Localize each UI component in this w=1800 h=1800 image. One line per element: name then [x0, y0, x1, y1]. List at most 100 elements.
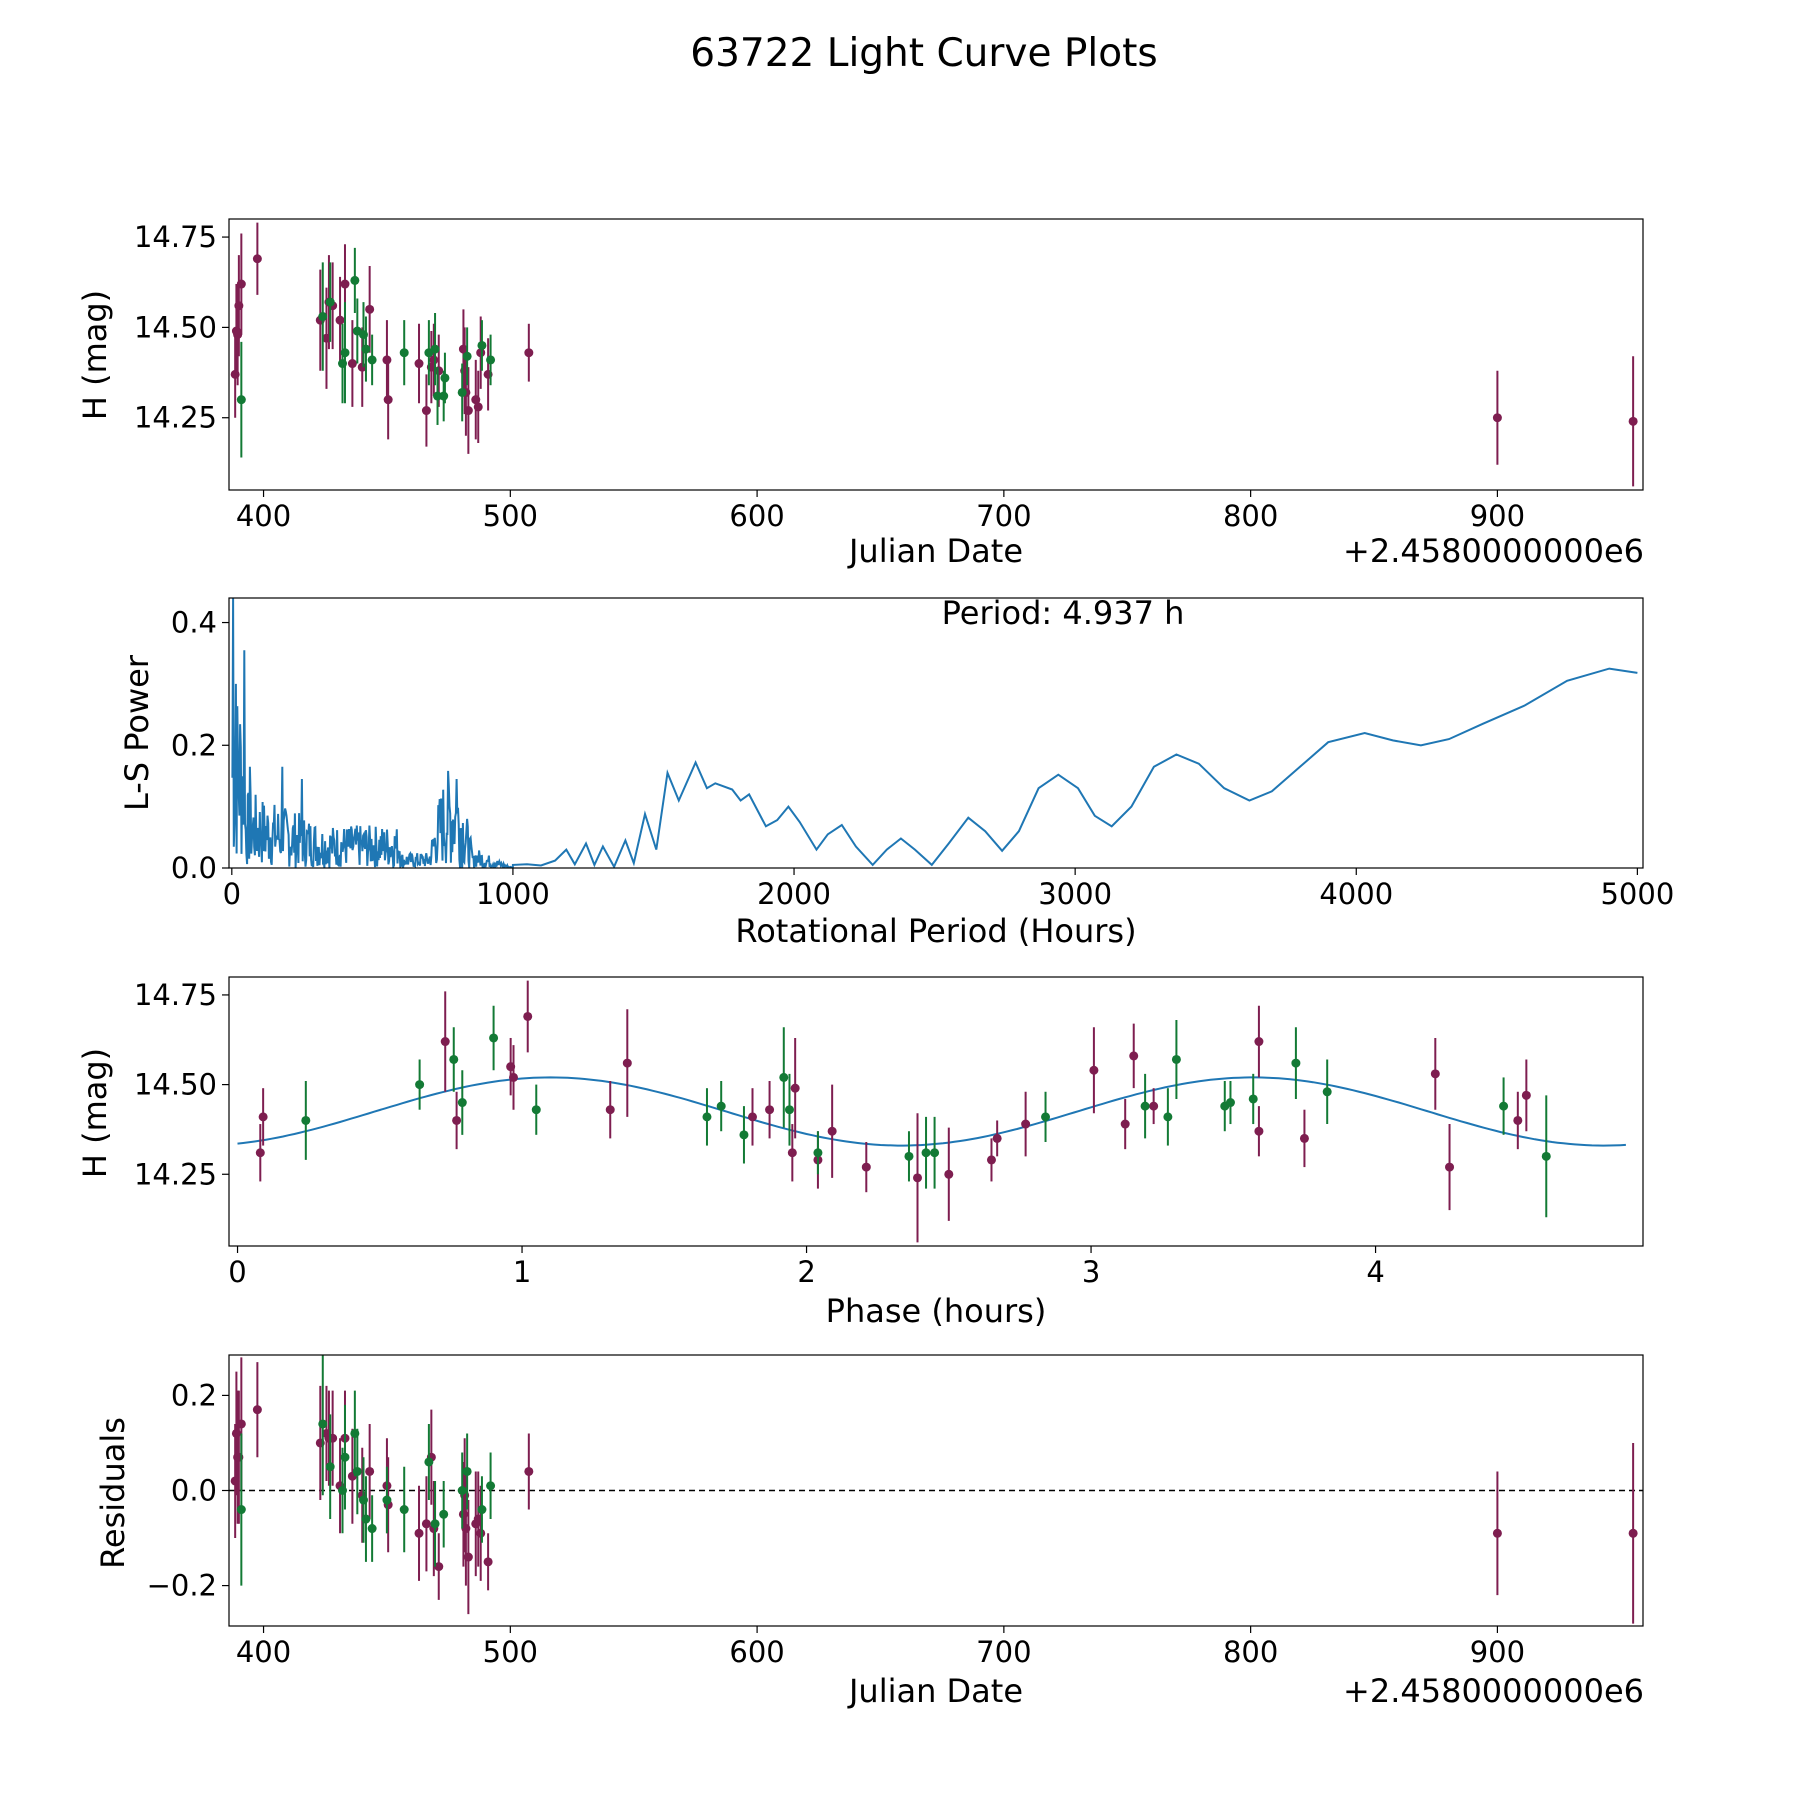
- green-band-data-point: [486, 1481, 496, 1491]
- green-band-data-point: [340, 1452, 350, 1462]
- red-band-data-point: [747, 1112, 757, 1122]
- lightcurve-y-tick-label: 14.25: [134, 401, 217, 435]
- red-band-data-point: [255, 1148, 265, 1158]
- red-band-data-point: [258, 1112, 268, 1122]
- red-band-data-point: [1445, 1162, 1455, 1172]
- lightcurve-axes-frame: [228, 218, 1644, 491]
- red-band-data-point: [340, 279, 350, 289]
- red-band-data-point: [1021, 1119, 1031, 1129]
- red-band-data-point: [236, 1419, 246, 1429]
- lightcurve-y-tick-label: 14.50: [134, 310, 217, 344]
- green-band-data-point: [462, 1466, 472, 1476]
- green-band-data-point: [325, 297, 335, 307]
- residuals-x-tick-label: 600: [729, 1635, 784, 1669]
- red-band-data-point: [1430, 1069, 1440, 1079]
- green-band-data-point: [1322, 1087, 1332, 1097]
- periodogram-x-tick-label: 2000: [757, 877, 831, 911]
- periodogram-axes-frame: [228, 597, 1644, 869]
- green-band-data-point: [301, 1115, 311, 1125]
- red-band-data-point: [383, 395, 393, 405]
- green-band-data-point: [457, 387, 467, 397]
- green-band-data-point: [236, 395, 246, 405]
- phased-y-tick-label: 14.25: [134, 1157, 217, 1191]
- red-band-data-point: [1149, 1101, 1159, 1111]
- period-annotation: Period: 4.937 h: [942, 594, 1185, 632]
- red-band-data-point: [1628, 1528, 1638, 1538]
- green-band-data-point: [477, 1505, 487, 1515]
- lightcurve-x-tick-label: 800: [1223, 499, 1278, 533]
- green-band-data-point: [399, 1505, 409, 1515]
- periodogram-x-tick-label: 3000: [1038, 877, 1112, 911]
- red-band-data-point: [622, 1058, 632, 1068]
- residuals-x-tick-label: 900: [1470, 1635, 1525, 1669]
- phased-x-tick-label: 0: [228, 1255, 246, 1289]
- red-band-data-point: [414, 359, 424, 369]
- red-band-data-point: [1492, 1528, 1502, 1538]
- residuals-x-tick-label: 500: [483, 1635, 538, 1669]
- red-band-data-point: [1254, 1126, 1264, 1136]
- green-band-data-point: [1499, 1101, 1509, 1111]
- green-band-data-point: [325, 1462, 335, 1472]
- green-band-data-point: [433, 391, 443, 401]
- lightcurve-x-axis-label: Julian Date: [847, 532, 1023, 570]
- lightcurve-x-tick-label: 900: [1470, 499, 1525, 533]
- green-band-data-point: [457, 1098, 467, 1108]
- green-band-data-point: [716, 1101, 726, 1111]
- phased-y-axis-label: H (mag): [76, 1048, 114, 1178]
- phased-x-tick-label: 1: [513, 1255, 531, 1289]
- periodogram-x-tick-label: 0: [223, 877, 241, 911]
- red-band-data-point: [765, 1105, 775, 1115]
- red-band-data-point: [1628, 416, 1638, 426]
- green-band-data-point: [440, 373, 450, 383]
- green-band-data-point: [1171, 1054, 1181, 1064]
- green-band-data-point: [1225, 1098, 1235, 1108]
- periodogram-panel: Rotational Period (Hours) L-S Power Peri…: [118, 594, 1674, 950]
- residuals-x-tick-label: 700: [976, 1635, 1031, 1669]
- red-band-data-point: [236, 279, 246, 289]
- lightcurve-panel: Julian Date H (mag) +2.4580000000e6 400 5…: [76, 218, 1644, 570]
- green-band-data-point: [439, 391, 449, 401]
- green-band-data-point: [430, 344, 440, 354]
- lightcurve-y-axis-label: H (mag): [76, 290, 114, 420]
- red-band-data-point: [1254, 1037, 1264, 1047]
- green-band-data-point: [921, 1148, 931, 1158]
- phased-x-tick-label: 4: [1366, 1255, 1384, 1289]
- green-band-data-point: [318, 312, 328, 322]
- green-band-data-point: [1041, 1112, 1051, 1122]
- red-band-data-point: [365, 304, 375, 314]
- red-band-data-point: [483, 1557, 493, 1567]
- red-band-data-point: [913, 1173, 923, 1183]
- green-band-data-point: [739, 1130, 749, 1140]
- phased-axes-frame: [228, 976, 1644, 1247]
- red-band-data-point: [429, 355, 439, 365]
- green-band-data-point: [1291, 1058, 1301, 1068]
- phased-x-tick-label: 2: [797, 1255, 815, 1289]
- lightcurve-plot-area: [230, 222, 1638, 487]
- red-band-data-point: [605, 1105, 615, 1115]
- periodogram-x-tick-label: 5000: [1600, 877, 1674, 911]
- red-band-data-point: [509, 1072, 519, 1082]
- green-band-data-point: [439, 1509, 449, 1519]
- residuals-y-tick-label: −0.2: [147, 1569, 217, 1603]
- red-band-data-point: [233, 330, 243, 340]
- red-band-data-point: [476, 348, 486, 358]
- green-band-data-point: [813, 1148, 823, 1158]
- green-band-data-point: [361, 344, 371, 354]
- periodogram-y-tick-label: 0.0: [171, 851, 217, 885]
- red-band-data-point: [414, 1528, 424, 1538]
- green-band-data-point: [318, 1419, 328, 1429]
- phased-panel: Phase (hours) H (mag) 0 1 2 3 4 14.25 14.50 14.…: [76, 976, 1644, 1330]
- periodogram-x-tick-label: 4000: [1319, 877, 1393, 911]
- green-band-data-point: [702, 1112, 712, 1122]
- green-band-data-point: [489, 1033, 499, 1043]
- red-band-data-point: [252, 1405, 262, 1415]
- lightcurve-x-tick-label: 700: [976, 499, 1031, 533]
- green-band-data-point: [367, 355, 377, 365]
- phased-plot-area: [237, 980, 1626, 1243]
- residuals-plot-area: [229, 1355, 1643, 1624]
- periodogram-x-tick-label: 1000: [476, 877, 550, 911]
- red-band-data-point: [827, 1126, 837, 1136]
- green-band-data-point: [779, 1072, 789, 1082]
- residuals-panel: Julian Date Residuals +2.4580000000e6 40…: [94, 1354, 1644, 1710]
- green-band-data-point: [1163, 1112, 1173, 1122]
